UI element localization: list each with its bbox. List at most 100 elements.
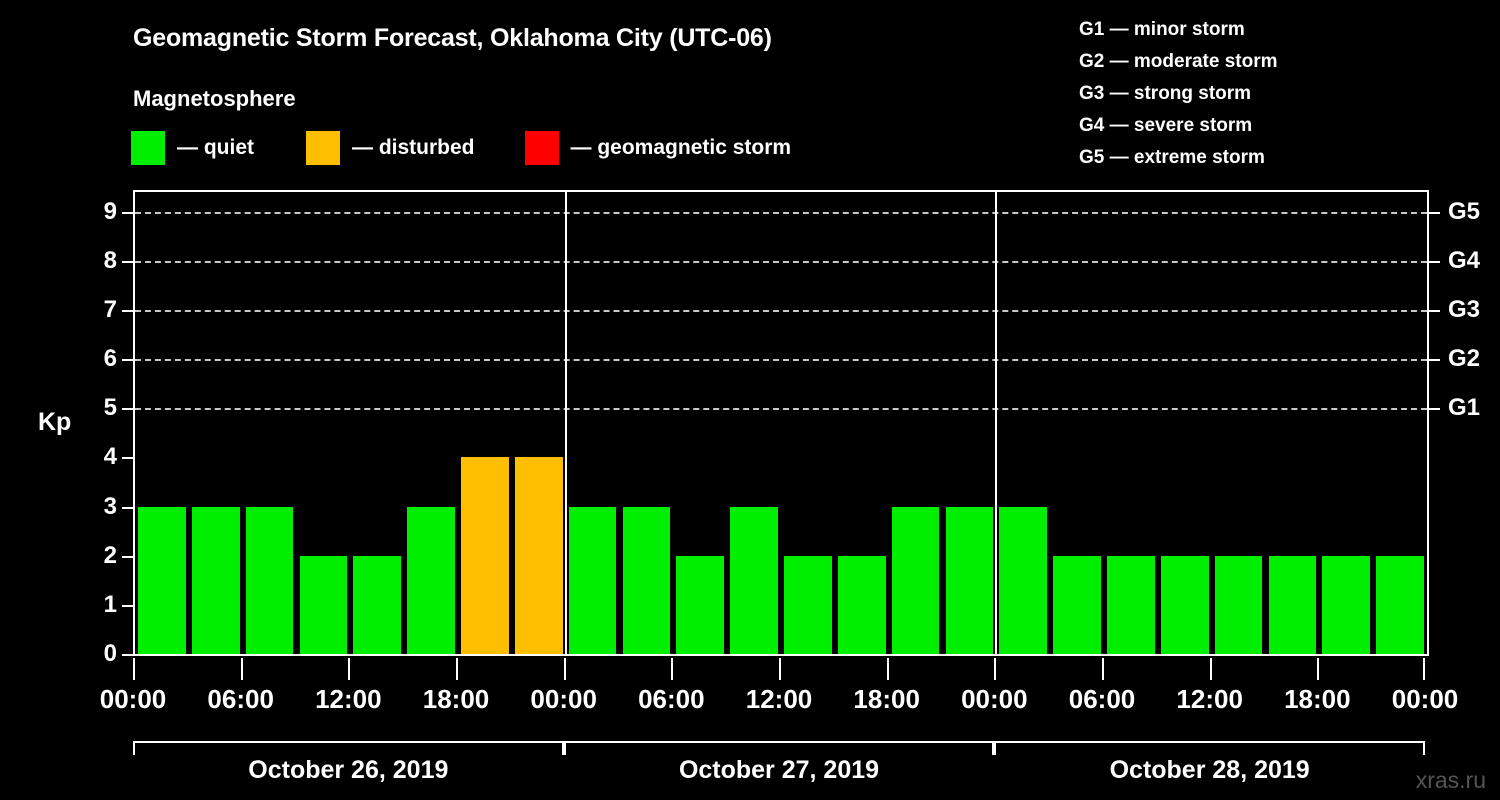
x-tick-mark [1423,658,1425,680]
y-tick-label-0: 0 [103,640,117,667]
y-tick-mark [122,211,133,214]
x-tick-label: 00:00 [99,684,167,714]
g-axis-label-G3: G3 [1448,295,1481,323]
kp-bar [891,506,940,654]
y-tick-mark [122,457,133,460]
legend-label-quiet: — quiet [177,136,254,159]
day-bracket [133,741,564,755]
y-tick-label-6: 6 [103,345,117,373]
y-tick-label-9: 9 [103,197,117,225]
kp-bar [353,555,402,654]
legend-item-quiet: — quiet [131,131,254,165]
y-tick-label-7: 7 [103,295,117,323]
x-tick-label: 12:00 [1176,684,1243,714]
g-tick-mark [1429,309,1440,312]
kp-bar [1376,555,1424,654]
watermark: xras.ru [1415,767,1486,793]
color-legend: — quiet — disturbed — geomagnetic storm [131,131,791,165]
legend-label-geomagnetic-storm: — geomagnetic storm [570,136,792,159]
kp-bar [945,506,994,654]
kp-bar [1107,555,1155,654]
x-tick-label: 18:00 [1284,684,1351,714]
x-tick-label: 18:00 [422,684,490,714]
g-axis-label-G2: G2 [1448,345,1481,373]
x-tick-mark [240,658,243,680]
x-tick-label: 00:00 [1391,684,1459,714]
y-tick-mark [122,260,133,263]
y-tick-mark [122,555,133,558]
y-tick-mark [122,309,133,312]
y-axis-ticks [122,190,133,656]
y-tick-mark [122,654,133,656]
day-caption: October 27, 2019 [678,756,880,784]
legend-label-disturbed: — disturbed [352,136,475,159]
x-tick-mark [886,658,889,680]
kp-bar [622,506,671,654]
y-tick-mark [122,408,133,411]
day-bracket [994,741,1425,755]
y-tick-label-3: 3 [103,492,117,520]
g-axis-label-G4: G4 [1448,246,1481,274]
kp-bar [514,457,563,654]
kp-bar [1160,555,1209,654]
kp-bar [568,506,617,654]
g-legend-row-g4: G4 — severe storm [1079,115,1253,136]
kp-bar [138,506,186,654]
day-separator [564,192,567,654]
g-legend-row-g1: G1 — minor storm [1079,19,1245,40]
x-tick-label: 06:00 [207,684,274,714]
kp-bar [191,506,240,654]
page-title: Geomagnetic Storm Forecast, Oklahoma Cit… [133,24,772,52]
gridline-kp-9 [135,211,1427,214]
g-scale-axis: G1 G2 G3 G4 G5 [1429,190,1499,656]
plot-area [133,190,1429,656]
x-tick-label: 18:00 [853,684,920,714]
g-axis-label-G5: G5 [1448,197,1481,225]
kp-bar [784,555,832,654]
gridline-kp-7 [135,309,1427,312]
x-tick-mark [779,658,781,680]
x-axis-labels: 00:00 06:00 12:00 18:00 00:00 06:00 12:00 18:00… [100,684,1459,718]
legend-swatch-geomagnetic-storm [524,131,559,165]
magnetosphere-label: Magnetosphere [133,86,296,111]
x-tick-mark [994,658,997,680]
day-bracket [563,741,995,755]
kp-bar [730,506,778,654]
x-tick-label: 06:00 [638,684,705,714]
y-tick-label-2: 2 [103,541,117,569]
day-captions: October 26, 2019 October 27, 2019 October … [133,756,1429,796]
x-tick-label: 12:00 [745,684,813,714]
x-tick-mark [133,658,135,680]
legend-swatch-quiet [131,131,165,165]
y-tick-label-5: 5 [103,394,117,422]
x-tick-mark [671,658,674,680]
day-caption: October 28, 2019 [1109,756,1310,784]
kp-bar [407,506,455,654]
x-tick-mark [563,658,566,680]
y-tick-mark [122,359,133,362]
kp-bar [299,555,348,654]
y-tick-mark [122,506,133,509]
x-tick-mark [456,658,458,680]
g-tick-mark [1429,408,1440,411]
gridline-kp-6 [135,359,1427,362]
x-tick-label: 12:00 [315,684,382,714]
y-axis-labels: 0 1 2 3 4 5 6 7 8 9 [85,190,117,665]
plot-inner [135,192,1427,654]
kp-bar [999,506,1048,654]
g-axis-label-G1: G1 [1448,394,1481,422]
kp-bar [1053,555,1101,654]
legend-item-geomagnetic-storm: — geomagnetic storm [524,131,792,165]
x-tick-mark [1209,658,1212,680]
x-tick-label: 00:00 [961,684,1028,714]
x-tick-mark [1317,658,1320,680]
day-caption: October 26, 2019 [248,756,449,784]
y-tick-label-8: 8 [103,246,117,274]
g-tick-mark [1429,260,1440,263]
kp-bar [1214,555,1263,654]
y-tick-label-1: 1 [103,590,117,618]
kp-bar [676,555,725,654]
gridline-kp-8 [135,260,1427,263]
gridline-kp-5 [135,408,1427,411]
x-axis-ticks [133,658,1429,680]
